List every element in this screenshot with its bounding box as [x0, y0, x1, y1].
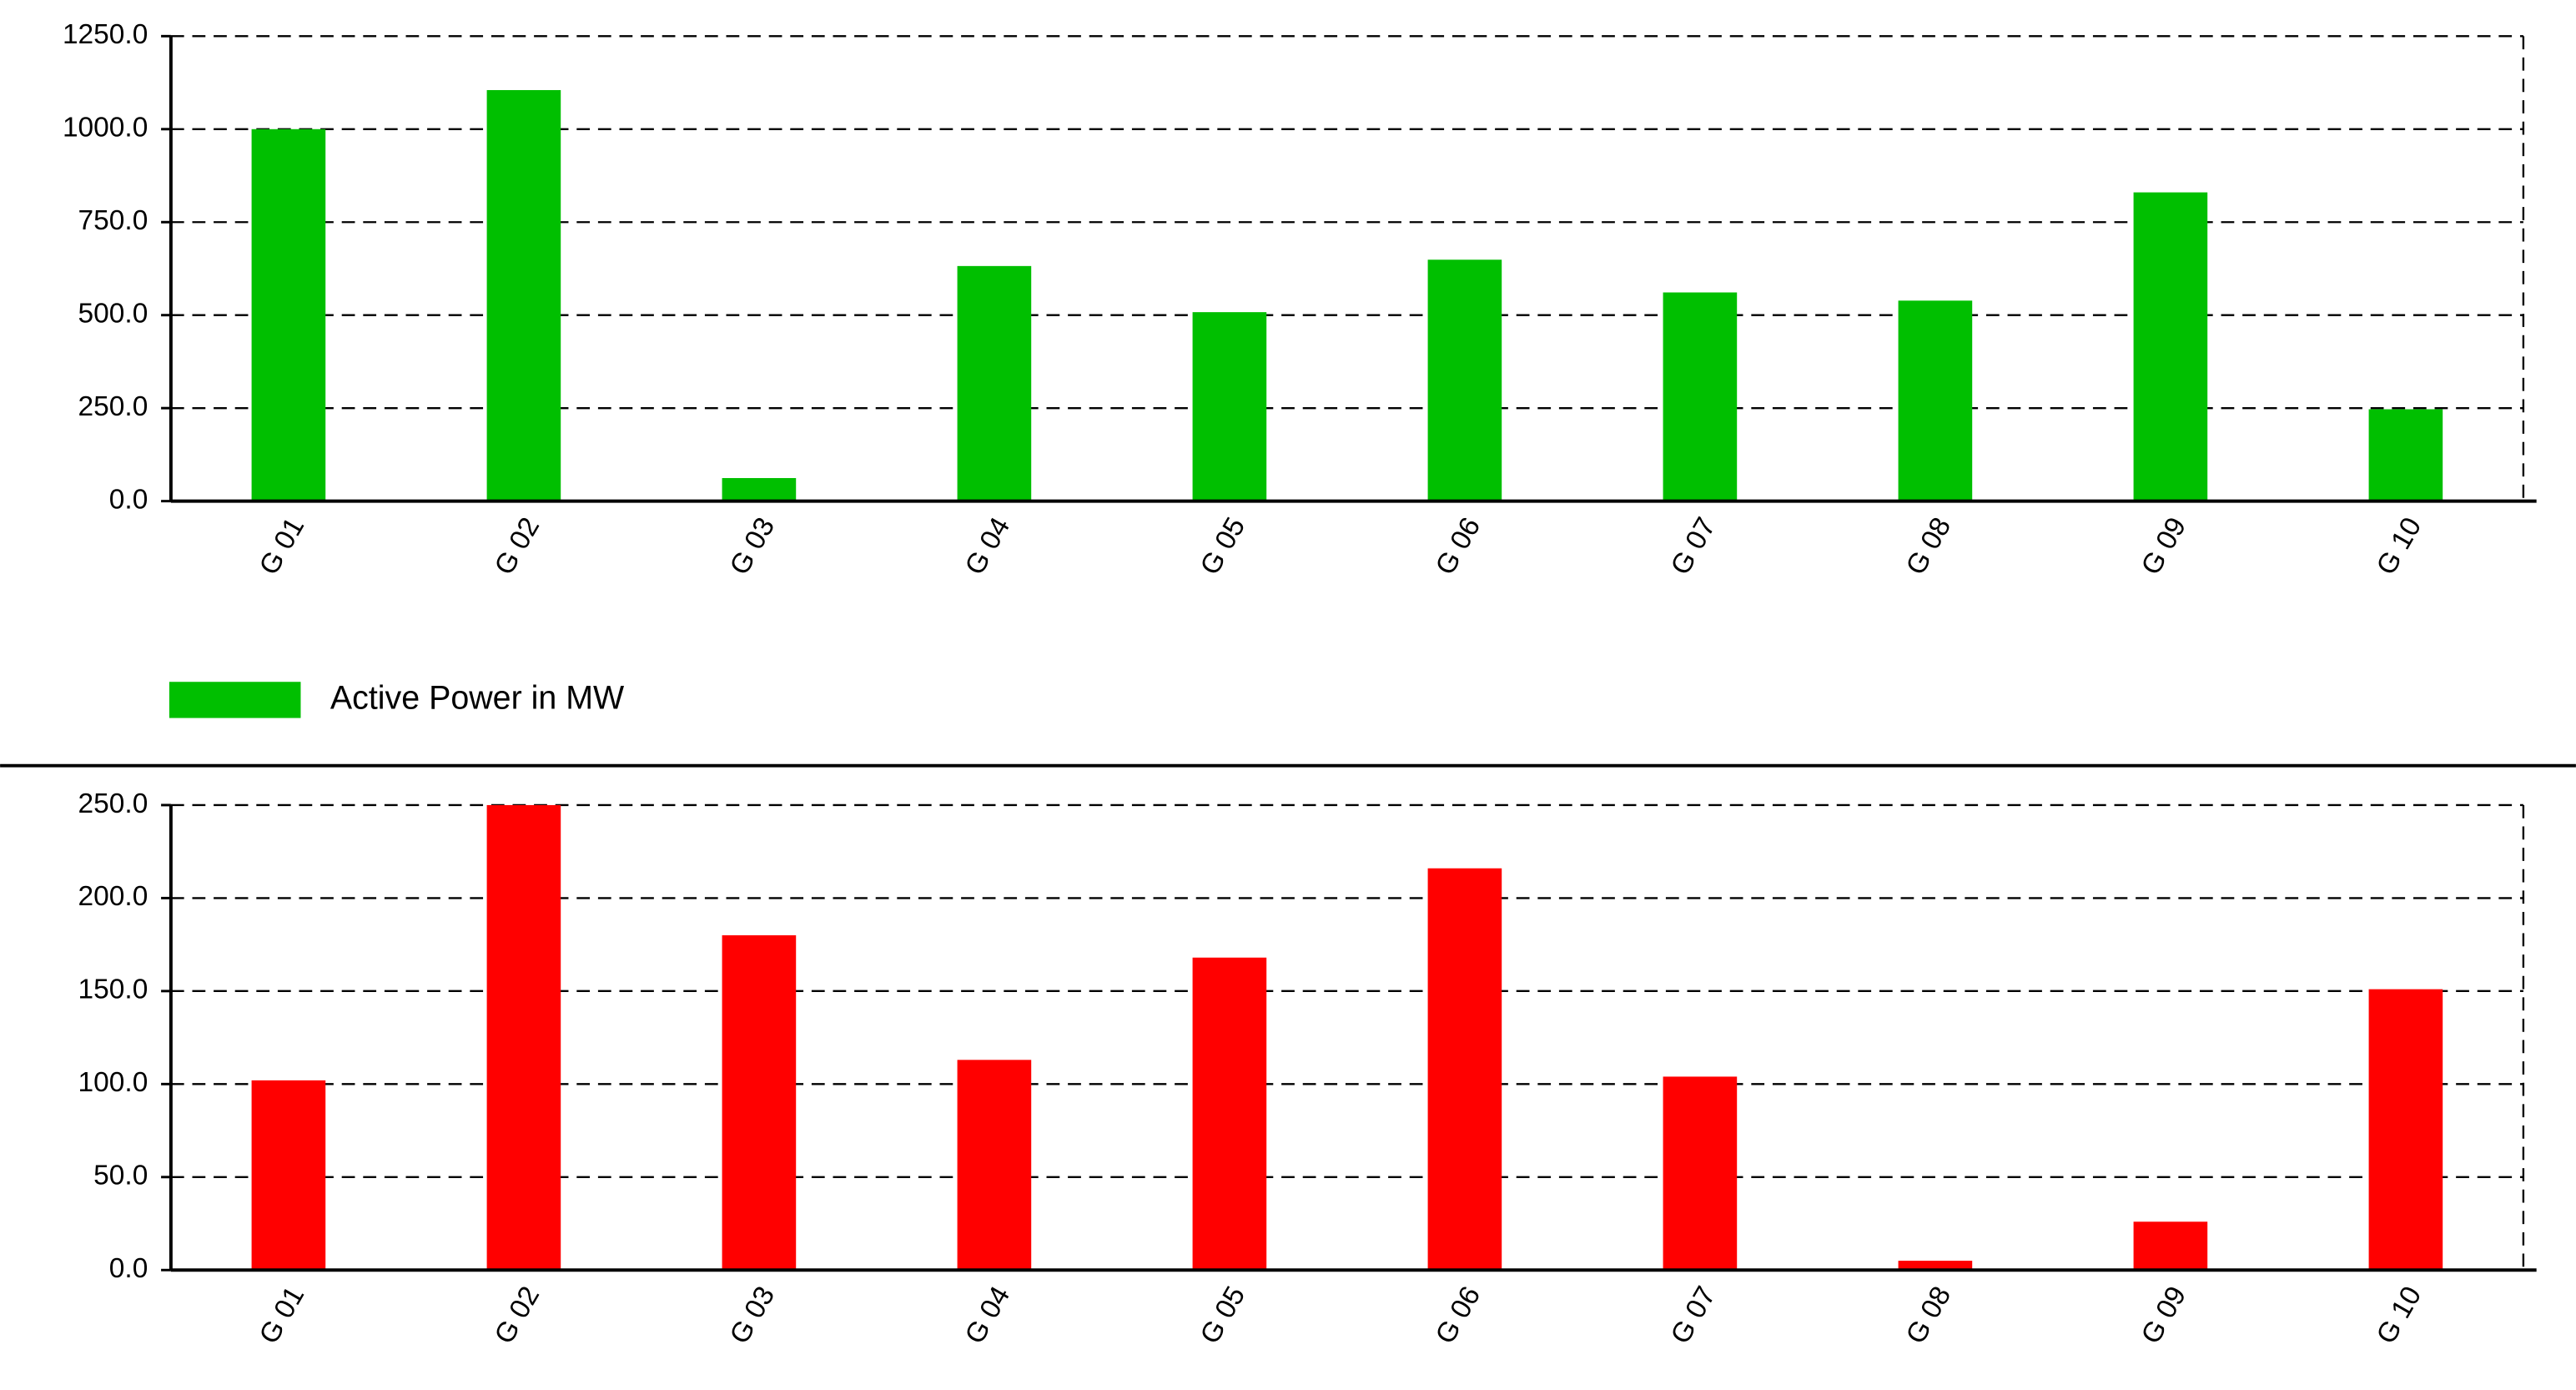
x-tick-label: G 02 — [489, 1282, 546, 1349]
bar — [2133, 192, 2208, 501]
x-tick-label: G 07 — [1665, 512, 1722, 580]
x-tick-label: G 05 — [1195, 512, 1251, 580]
y-tick-label: 50.0 — [93, 1161, 148, 1191]
bar — [957, 265, 1032, 501]
bar — [2133, 1221, 2208, 1271]
x-tick-label: G 10 — [2371, 1282, 2428, 1349]
x-tick-label: G 06 — [1430, 512, 1487, 580]
bar — [722, 934, 797, 1271]
y-tick-label: 150.0 — [78, 975, 148, 1005]
y-tick-label: 100.0 — [78, 1067, 148, 1098]
x-tick-label: G 09 — [2136, 1282, 2192, 1349]
legend-swatch — [169, 682, 301, 718]
x-tick-label: G 07 — [1665, 1282, 1722, 1349]
bar — [1898, 1261, 1973, 1271]
y-tick-label: 250.0 — [78, 391, 148, 422]
y-tick-label: 750.0 — [78, 205, 148, 236]
y-tick-label: 500.0 — [78, 299, 148, 330]
x-tick-label: G 04 — [959, 512, 1016, 580]
y-tick-label: 0.0 — [109, 484, 148, 515]
bar — [251, 1080, 326, 1271]
bar — [1192, 312, 1267, 501]
x-tick-label: G 03 — [724, 512, 781, 580]
bar — [2368, 409, 2443, 501]
bar — [1663, 1076, 1738, 1271]
x-tick-label: G 04 — [959, 1282, 1016, 1349]
x-tick-label: G 01 — [254, 512, 310, 580]
x-tick-label: G 08 — [1900, 512, 1957, 580]
y-tick-label: 200.0 — [78, 881, 148, 912]
bar — [1898, 300, 1973, 501]
bar — [251, 128, 326, 501]
bar — [2368, 989, 2443, 1271]
y-tick-label: 0.0 — [109, 1253, 148, 1284]
x-tick-label: G 05 — [1195, 1282, 1251, 1349]
x-tick-label: G 08 — [1900, 1282, 1957, 1349]
x-tick-label: G 02 — [489, 512, 546, 580]
bar — [1427, 259, 1502, 501]
bar — [957, 1060, 1032, 1271]
bar — [1663, 292, 1738, 501]
x-tick-label: G 03 — [724, 1282, 781, 1349]
x-tick-label: G 01 — [254, 1282, 310, 1349]
bar — [486, 804, 561, 1271]
y-tick-label: 1250.0 — [63, 19, 148, 50]
y-tick-label: 250.0 — [78, 788, 148, 819]
legend-label: Active Power in MW — [330, 679, 625, 716]
bar — [486, 89, 561, 501]
y-tick-label: 1000.0 — [63, 113, 148, 144]
bar — [1192, 957, 1267, 1271]
x-tick-label: G 10 — [2371, 512, 2428, 580]
x-tick-label: G 09 — [2136, 512, 2192, 580]
bar — [722, 477, 797, 501]
x-tick-label: G 06 — [1430, 1282, 1487, 1349]
bar — [1427, 868, 1502, 1271]
